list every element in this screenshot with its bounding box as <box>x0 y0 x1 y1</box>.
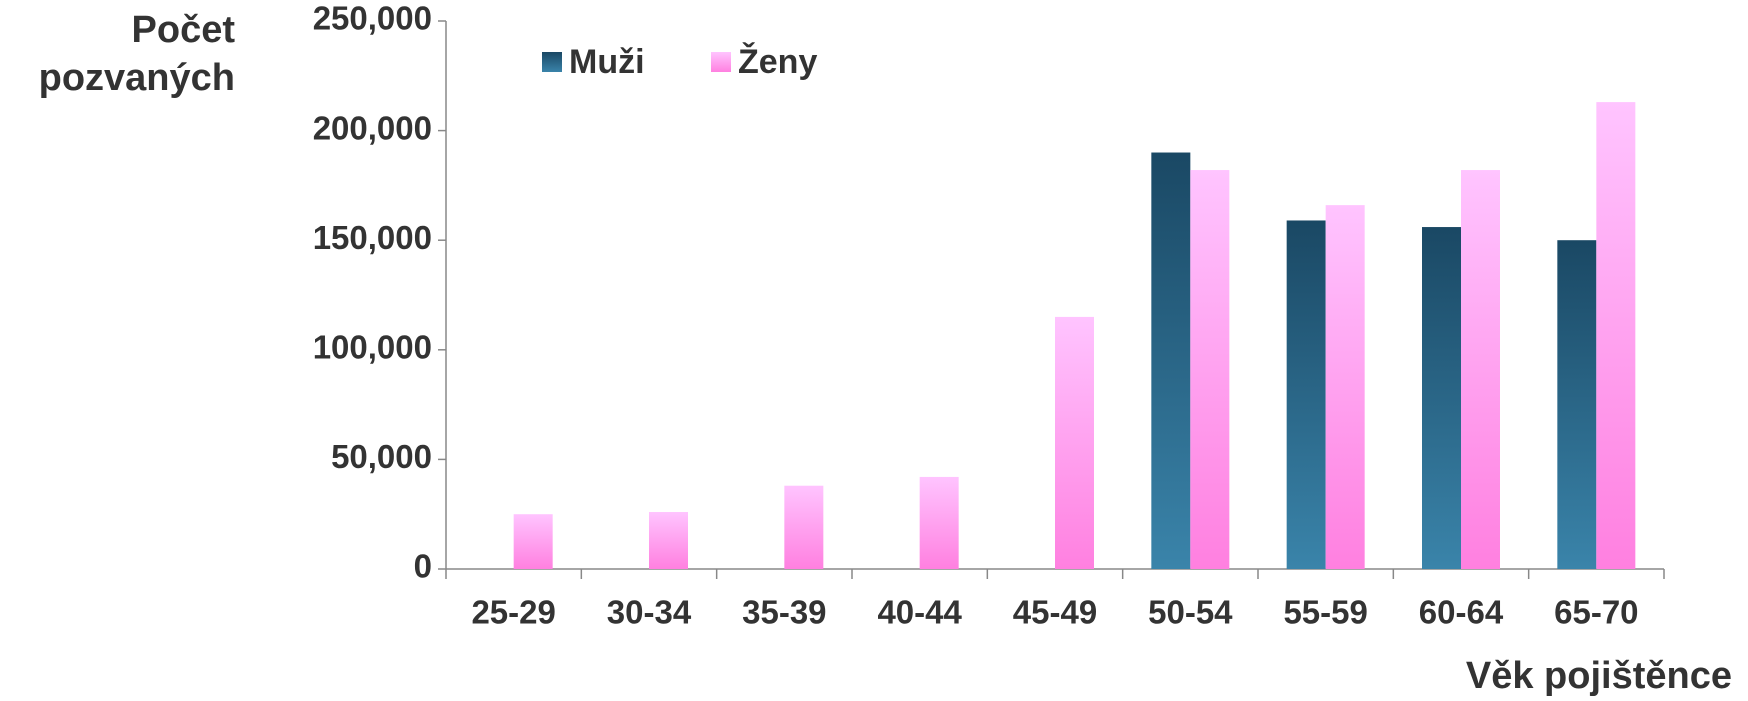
bar <box>1596 102 1636 569</box>
y-tick-label: 250,000 <box>313 0 432 37</box>
bar <box>1151 152 1191 569</box>
y-tick-label: 0 <box>414 548 432 585</box>
bar <box>1055 316 1094 569</box>
legend-marker <box>711 52 731 72</box>
x-tick-label: 50-54 <box>1148 594 1233 631</box>
x-tick-label: 65-70 <box>1554 594 1638 631</box>
y-tick-label: 200,000 <box>313 109 432 146</box>
y-tick-label: 150,000 <box>313 219 432 256</box>
legend-marker <box>542 52 562 72</box>
legend-label: Ženy <box>738 43 817 81</box>
bar <box>919 476 959 569</box>
x-tick-label: 45-49 <box>1013 594 1097 631</box>
x-tick-label: 35-39 <box>742 594 826 631</box>
x-tick-label: 55-59 <box>1283 594 1367 631</box>
bar <box>1461 170 1500 569</box>
y-axis-label: Počet pozvaných <box>38 9 235 99</box>
legend-label: Muži <box>569 43 645 81</box>
x-tick-label: 30-34 <box>607 594 692 631</box>
bar <box>1190 170 1230 569</box>
bar <box>1286 220 1326 570</box>
x-tick-label: 60-64 <box>1419 594 1504 631</box>
bar <box>1325 205 1365 570</box>
bar <box>513 514 553 569</box>
x-tick-label: 25-29 <box>471 594 555 631</box>
x-tick-label: 40-44 <box>877 594 962 631</box>
bar <box>649 512 688 569</box>
bar <box>1422 227 1461 569</box>
y-tick-label: 100,000 <box>313 329 432 366</box>
bar <box>1557 240 1597 569</box>
bar <box>784 485 824 569</box>
y-tick-label: 50,000 <box>331 438 432 475</box>
x-axis-label: Věk pojištěnce <box>1466 655 1732 697</box>
